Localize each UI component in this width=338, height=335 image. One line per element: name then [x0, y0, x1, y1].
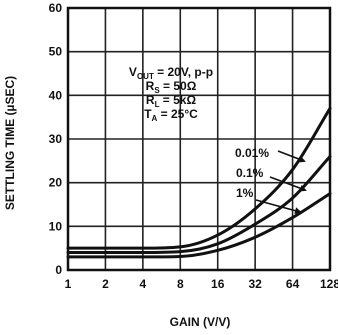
series-lines [66, 106, 332, 259]
condition-line: RS = 50Ω [146, 79, 197, 95]
condition-subscript: A [152, 114, 158, 123]
plot-frame [66, 6, 332, 272]
series-line-2 [66, 192, 332, 259]
condition-symbol: T [144, 107, 152, 121]
x-axis-ticks: 1 2 4 8 16 32 64 128 [65, 277, 338, 291]
x-tick-label: 16 [211, 277, 225, 291]
series-line-1 [66, 154, 332, 255]
x-tick-label: 2 [102, 277, 109, 291]
x-tick-label: 32 [248, 277, 262, 291]
y-tick-label: 30 [49, 132, 63, 146]
condition-symbol: R [146, 93, 155, 107]
x-tick-label: 128 [320, 277, 338, 291]
x-tick-label: 64 [286, 277, 300, 291]
grid [68, 8, 330, 270]
condition-subscript: OUT [137, 72, 154, 81]
y-axis-title: SETTLING TIME (µSEC) [3, 76, 17, 210]
condition-line: VOUT = 20V, p-p [129, 65, 213, 81]
y-axis-ticks: 0 10 20 30 40 50 60 [49, 1, 63, 277]
condition-value: = 5kΩ [159, 93, 196, 107]
condition-value: = 50Ω [160, 79, 197, 93]
condition-line: TA = 25°C [144, 107, 198, 123]
x-tick-label: 8 [177, 277, 184, 291]
series-label-1: 0.1% [236, 166, 264, 180]
series-label-0: 0.01% [235, 146, 269, 160]
condition-value: = 20V, p-p [154, 65, 213, 79]
series-label-arrow-0 [277, 150, 306, 163]
series-label-arrow-1 [269, 176, 307, 192]
y-tick-label: 60 [49, 1, 63, 15]
y-tick-label: 20 [49, 176, 63, 190]
y-tick-label: 0 [55, 263, 62, 277]
series-line-0 [66, 106, 332, 250]
y-tick-label: 50 [49, 45, 63, 59]
condition-symbol: R [146, 79, 155, 93]
y-tick-label: 10 [49, 219, 63, 233]
series-labels: 0.01% 0.1% 1% [235, 146, 307, 215]
series-label-2: 1% [236, 186, 254, 200]
x-axis-title: GAIN (V/V) [170, 315, 231, 329]
y-tick-label: 40 [49, 88, 63, 102]
x-tick-label: 4 [140, 277, 147, 291]
series-label-arrow-2 [255, 199, 302, 215]
x-tick-label: 1 [65, 277, 72, 291]
condition-subscript: L [155, 100, 160, 109]
condition-subscript: S [154, 86, 160, 95]
condition-symbol: V [129, 65, 137, 79]
condition-line: RL = 5kΩ [146, 93, 197, 109]
condition-value: = 25°C [157, 107, 198, 121]
